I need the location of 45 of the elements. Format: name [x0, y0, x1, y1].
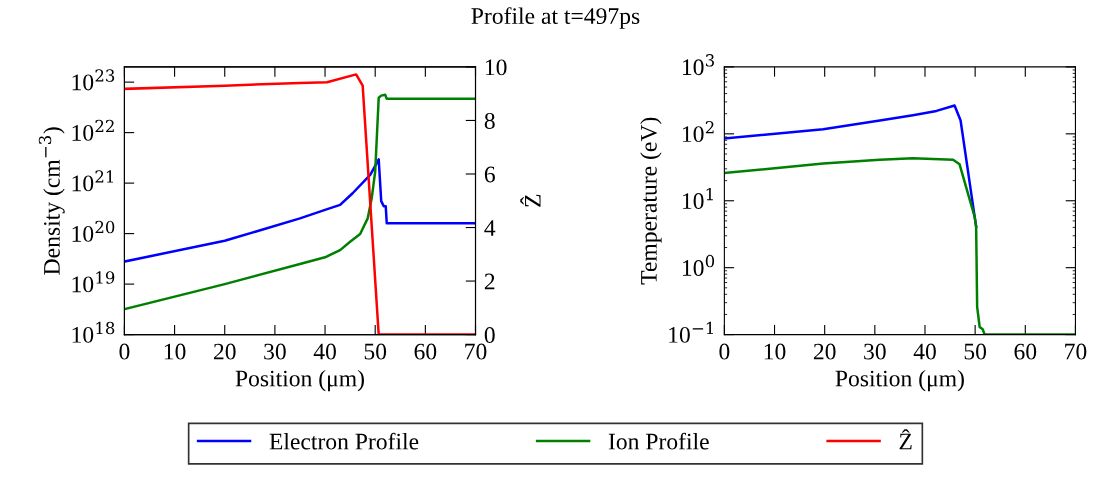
- y-tick-label: 10$^{3}$: [682, 54, 714, 76]
- x-tick-label: 30: [864, 343, 886, 360]
- y2-axis-title: Ẑ: [520, 194, 541, 207]
- x-tick-label: 0: [719, 343, 730, 360]
- line-series: [724, 104, 978, 228]
- legend-label: Ion Profile: [608, 432, 709, 450]
- x-tick-label: 50: [964, 343, 987, 360]
- x-tick-label: 0: [119, 343, 130, 360]
- legend-label: Ẑ: [899, 429, 912, 450]
- x-tick-label: 70: [1065, 343, 1087, 360]
- y2-tick-label: 4: [484, 220, 496, 236]
- y-axis-title: Temperature (eV): [640, 117, 662, 285]
- y-tick-label: 10$^{19}$: [72, 271, 115, 293]
- x-axis-title: Position (μm): [235, 369, 364, 392]
- line-series: [124, 158, 476, 263]
- y-tick-label: 10$^{21}$: [72, 170, 114, 192]
- x-axis-title: Position (μm): [835, 369, 964, 392]
- y-axis-title: Density (cm$^{−3}$): [38, 127, 65, 275]
- y-tick-label: 10$^{1}$: [682, 187, 713, 210]
- text: Profile at t=497ps: [471, 7, 640, 29]
- x-tick-label: 60: [414, 343, 437, 360]
- y2-tick-label: 2: [484, 273, 495, 290]
- y-tick-label: 10$^{−1}$: [669, 321, 714, 343]
- x-tick-label: 60: [1014, 343, 1037, 360]
- x-tick-label: 20: [213, 343, 236, 360]
- x-tick-label: 40: [313, 343, 336, 360]
- y-tick-label: 10$^{22}$: [72, 119, 114, 141]
- y-tick-label: 10$^{2}$: [682, 121, 714, 143]
- x-tick-label: 50: [364, 343, 387, 360]
- x-tick-label: 10: [764, 343, 786, 360]
- y2-tick-label: 8: [484, 112, 495, 129]
- x-tick-label: 10: [164, 343, 186, 360]
- x-tick-label: 40: [913, 343, 936, 360]
- y-tick-label: 10$^{0}$: [682, 254, 715, 276]
- y-tick-label: 10$^{20}$: [72, 220, 115, 242]
- y-tick-label: 10$^{18}$: [72, 321, 115, 343]
- x-tick-label: 20: [813, 343, 836, 360]
- y2-tick-label: 10: [485, 59, 507, 76]
- y-tick-label: 10$^{23}$: [72, 69, 115, 91]
- y2-tick-label: 6: [484, 166, 495, 183]
- line-series: [124, 93, 476, 311]
- y2-tick-label: 0: [484, 327, 495, 344]
- x-tick-label: 70: [465, 343, 487, 360]
- legend-label: Electron Profile: [269, 432, 419, 450]
- x-tick-label: 30: [264, 343, 286, 360]
